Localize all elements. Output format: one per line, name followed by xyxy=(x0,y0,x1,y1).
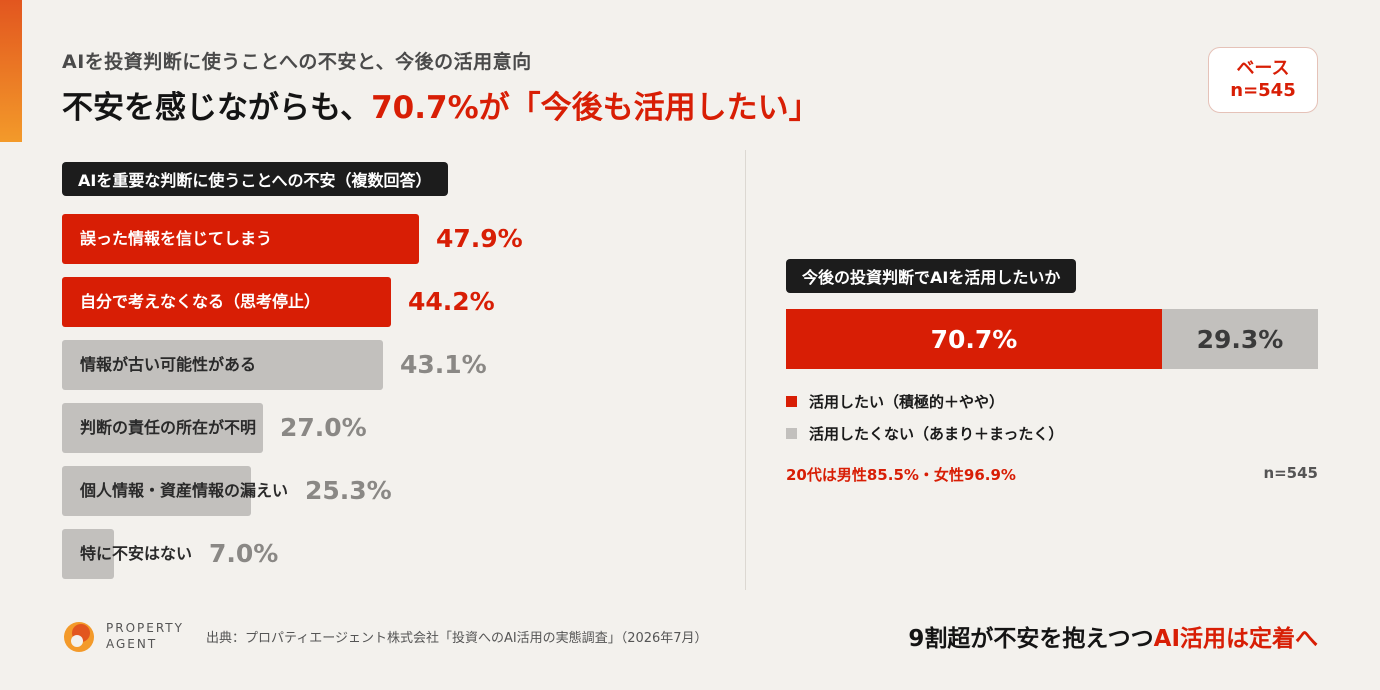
footer-message: 9割超が不安を抱えつつAI活用は定着へ xyxy=(820,619,1318,653)
base-badge: ベース n=545 xyxy=(1208,47,1318,113)
bar xyxy=(62,340,383,390)
bar-value-label: 47.9% xyxy=(436,224,523,253)
page-subtitle: AIを投資判断に使うことへの不安と、今後の活用意向 xyxy=(62,51,532,73)
bar-row: 自分で考えなくなる（思考停止） 44.2% xyxy=(62,277,702,327)
legend-label-yes: 活用したい（積極的＋やや） xyxy=(809,393,1005,411)
anxiety-chart-title: AIを重要な判断に使うことへの不安（複数回答） xyxy=(62,162,448,196)
headline-highlight: 70.7%が「今後も活用したい」 xyxy=(371,90,820,126)
logo-wordmark: PROPERTY AGENT xyxy=(106,620,184,652)
source-citation: 出典：プロパティエージェント株式会社「投資へのAI活用の実態調査」（2026年7… xyxy=(206,631,708,646)
legend-item-yes: 活用したい（積極的＋やや） xyxy=(786,391,1004,412)
column-divider xyxy=(745,150,746,590)
intent-chart-title: 今後の投資判断でAIを活用したいか xyxy=(786,259,1077,293)
bar-value-label: 27.0% xyxy=(280,413,367,442)
age-note: 20代は男性85.5%・女性96.9% xyxy=(786,466,1016,484)
legend-item-no: 活用したくない（あまり＋まったく） xyxy=(786,423,1063,444)
legend-label-no: 活用したくない（あまり＋まったく） xyxy=(809,425,1064,443)
footer-message-text: 9割超が不安を抱えつつ xyxy=(908,626,1154,652)
bar-row: 判断の責任の所在が不明 27.0% xyxy=(62,403,702,453)
bar-category-label: 特に不安はない xyxy=(80,544,193,563)
bar-category-label: 自分で考えなくなる（思考停止） xyxy=(80,292,321,311)
bar-value-label: 7.0% xyxy=(209,539,279,568)
bar-row: 個人情報・資産情報の漏えい 25.3% xyxy=(62,466,702,516)
footer-message-highlight: AI活用は定着へ xyxy=(1153,626,1318,652)
bar xyxy=(62,529,114,579)
bar-category-label: 判断の責任の所在が不明 xyxy=(80,418,257,437)
anxiety-bar-chart: 誤った情報を信じてしまう 47.9% 自分で考えなくなる（思考停止） 44.2% 情報が… xyxy=(62,214,702,584)
bar-category-label: 情報が古い可能性がある xyxy=(80,355,257,374)
bar xyxy=(62,403,263,453)
page-headline: 不安を感じながらも、70.7%が「今後も活用したい」 xyxy=(62,82,820,127)
base-badge-label: ベース xyxy=(1236,58,1290,79)
legend-swatch-red xyxy=(786,396,797,407)
property-agent-logo xyxy=(64,622,94,652)
bar xyxy=(62,214,419,264)
bar xyxy=(62,466,251,516)
headline-text: 不安を感じながらも、 xyxy=(62,90,372,126)
bar-category-label: 誤った情報を信じてしまう xyxy=(80,229,273,248)
logo-line-1: PROPERTY xyxy=(106,621,184,635)
bar-row: 誤った情報を信じてしまう 47.9% xyxy=(62,214,702,264)
stack-segment-yes: 70.7% xyxy=(786,309,1162,369)
intent-stacked-bar: 70.7% 29.3% xyxy=(786,309,1318,369)
bar xyxy=(62,277,391,327)
bar-row: 特に不安はない 7.0% xyxy=(62,529,702,579)
bar-value-label: 43.1% xyxy=(400,350,487,379)
base-badge-n: n=545 xyxy=(1230,80,1296,101)
accent-bar xyxy=(0,0,22,142)
legend-swatch-gray xyxy=(786,428,797,439)
bar-category-label: 個人情報・資産情報の漏えい xyxy=(80,481,289,500)
bar-row: 情報が古い可能性がある 43.1% xyxy=(62,340,702,390)
logo-line-2: AGENT xyxy=(106,637,158,651)
bar-value-label: 44.2% xyxy=(408,287,495,316)
stack-segment-no: 29.3% xyxy=(1162,309,1318,369)
bar-value-label: 25.3% xyxy=(305,476,392,505)
sample-size: n=545 xyxy=(1263,464,1318,482)
